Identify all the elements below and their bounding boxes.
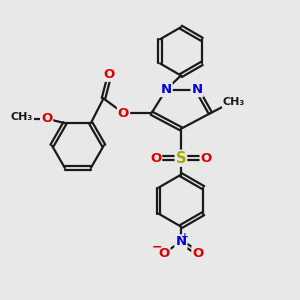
Text: N: N [160,83,172,96]
Text: O: O [41,112,52,125]
Text: S: S [176,151,186,166]
Text: CH₃: CH₃ [11,112,33,122]
Text: −: − [151,241,162,254]
Text: O: O [158,247,169,260]
Text: O: O [201,152,212,165]
Text: N: N [191,83,203,96]
Text: CH₃: CH₃ [223,97,245,107]
Text: +: + [181,232,189,241]
Text: O: O [192,247,204,260]
Text: O: O [118,107,129,120]
Text: N: N [176,236,187,248]
Text: O: O [150,152,161,165]
Text: O: O [104,68,115,81]
